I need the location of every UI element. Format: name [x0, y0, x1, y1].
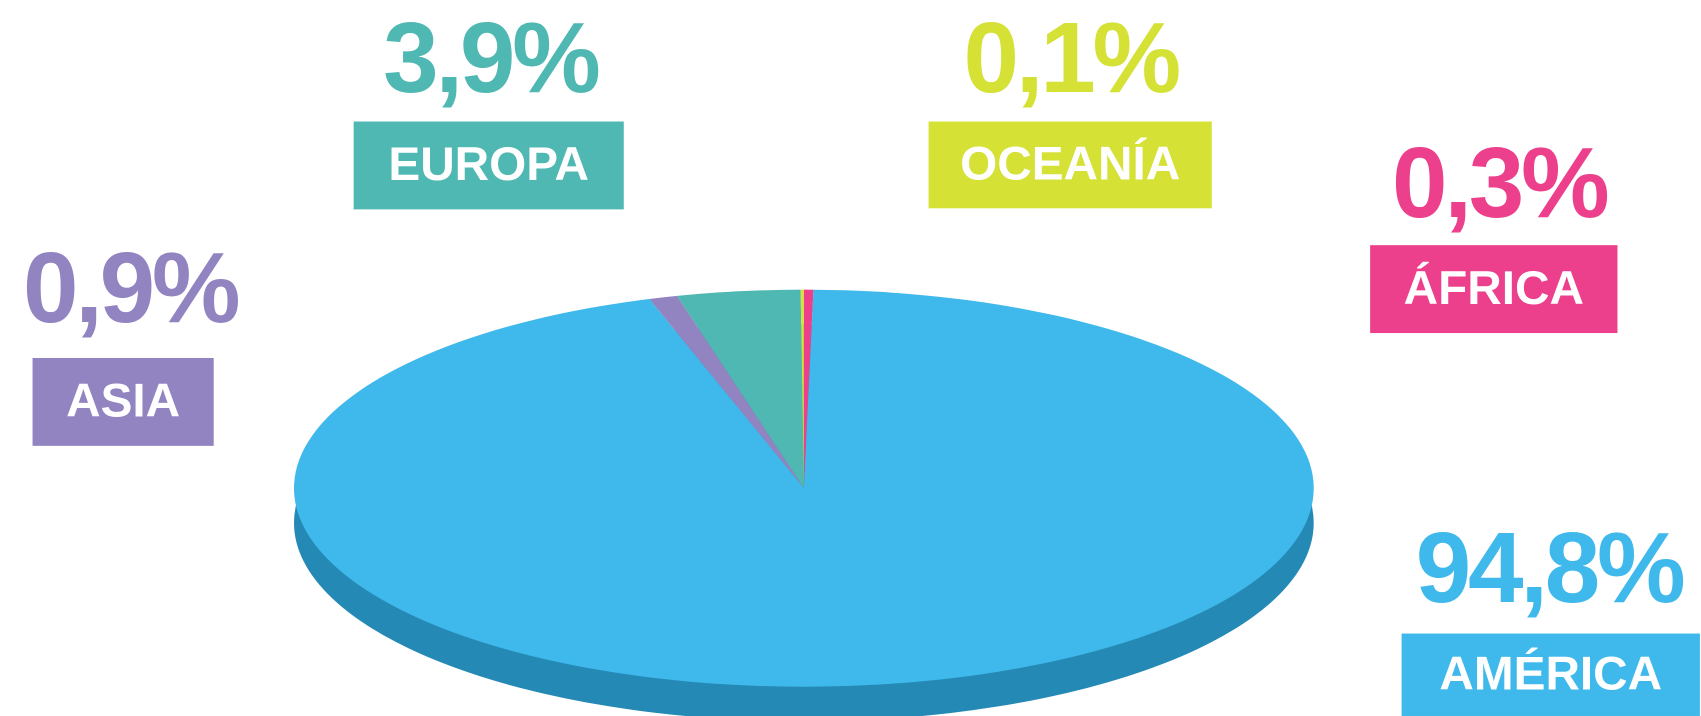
category-label: OCEANÍA [960, 137, 1180, 191]
value-label: 0,9% [23, 233, 239, 344]
pie-slice [677, 289, 804, 489]
label-box [353, 121, 624, 210]
label-box [928, 121, 1212, 209]
pie-slice [800, 289, 804, 489]
value-label: 0,1% [963, 3, 1179, 114]
category-label: AMÉRICA [1439, 647, 1662, 701]
label-box [32, 358, 214, 446]
category-label: ÁFRICA [1404, 261, 1584, 315]
label-box [1370, 245, 1618, 334]
value-label: 3,9% [383, 3, 599, 114]
pie-slice [803, 289, 814, 489]
value-label: 0,3% [1392, 128, 1608, 239]
labels: 0,3% ÁFRICA 94,8% AMÉRICA 0,9% ASIA 3,9% EUROPA… [23, 3, 1700, 716]
pie-slice [293, 289, 1314, 687]
label-box [1401, 633, 1700, 716]
category-label: EUROPA [388, 138, 589, 191]
value-label: 94,8% [1416, 513, 1684, 624]
pie-slice [649, 295, 804, 489]
category-label: ASIA [66, 375, 180, 428]
pie [293, 289, 1314, 716]
